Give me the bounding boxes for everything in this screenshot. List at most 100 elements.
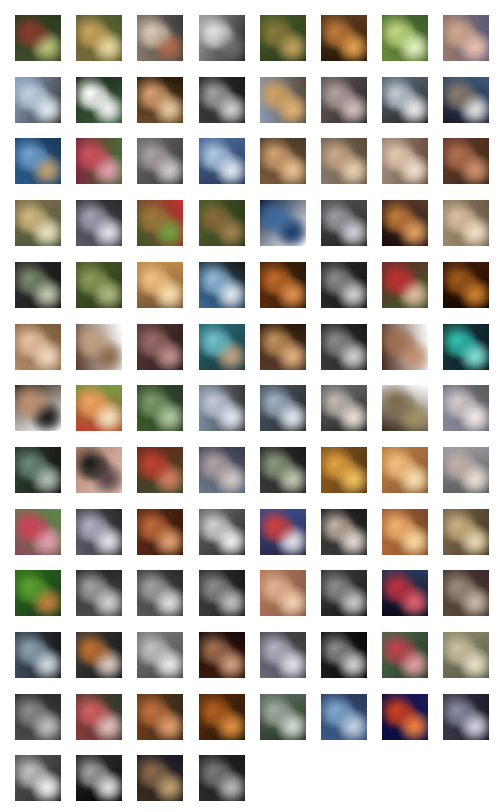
sample-image-tile bbox=[15, 570, 61, 617]
sample-image-tile bbox=[321, 15, 367, 61]
sample-image-tile bbox=[259, 693, 306, 740]
sample-image-tile bbox=[198, 385, 245, 432]
sample-image-tile bbox=[76, 755, 123, 802]
sample-image-tile bbox=[198, 323, 245, 370]
sample-image-tile bbox=[76, 76, 123, 123]
sample-image-tile bbox=[443, 632, 490, 678]
sample-image-tile bbox=[382, 200, 429, 247]
sample-image-tile bbox=[15, 446, 61, 493]
sample-image-tile bbox=[321, 508, 367, 555]
sample-image-tile bbox=[76, 261, 123, 308]
sample-image-tile bbox=[321, 323, 367, 370]
sample-image-tile bbox=[15, 632, 61, 678]
sample-image-tile bbox=[198, 632, 245, 678]
sample-image-tile bbox=[76, 138, 123, 185]
sample-image-tile bbox=[137, 385, 184, 432]
sample-image-tile bbox=[382, 508, 429, 555]
sample-image-tile bbox=[321, 138, 367, 185]
sample-image-tile bbox=[382, 693, 429, 740]
sample-image-tile bbox=[259, 261, 306, 308]
sample-image-tile bbox=[443, 508, 490, 555]
sample-image-tile bbox=[76, 632, 123, 678]
sample-image-tile bbox=[15, 385, 61, 432]
sample-image-tile bbox=[382, 385, 429, 432]
sample-image-tile bbox=[443, 15, 490, 61]
sample-image-tile bbox=[443, 76, 490, 123]
sample-image-tile bbox=[382, 261, 429, 308]
sample-image-tile bbox=[15, 323, 61, 370]
sample-image-tile bbox=[259, 138, 306, 185]
sample-image-tile bbox=[137, 323, 184, 370]
sample-image-tile bbox=[198, 693, 245, 740]
sample-image-tile bbox=[15, 15, 61, 61]
sample-image-tile bbox=[137, 755, 184, 802]
sample-image-tile bbox=[15, 261, 61, 308]
sample-image-tile bbox=[382, 632, 429, 678]
sample-image-tile bbox=[443, 200, 490, 247]
sample-image-tile bbox=[76, 15, 123, 61]
sample-image-tile bbox=[382, 446, 429, 493]
sample-image-tile bbox=[259, 632, 306, 678]
sample-image-tile bbox=[443, 570, 490, 617]
sample-image-tile bbox=[259, 446, 306, 493]
sample-image-tile bbox=[15, 508, 61, 555]
sample-image-tile bbox=[198, 755, 245, 802]
sample-image-tile bbox=[259, 385, 306, 432]
sample-image-tile bbox=[259, 200, 306, 247]
sample-image-tile bbox=[321, 385, 367, 432]
sample-image-tile bbox=[76, 385, 123, 432]
sample-image-tile bbox=[443, 138, 490, 185]
sample-image-tile bbox=[198, 446, 245, 493]
sample-image-tile bbox=[259, 508, 306, 555]
sample-image-tile bbox=[382, 76, 429, 123]
sample-image-tile bbox=[198, 261, 245, 308]
sample-image-tile bbox=[443, 446, 490, 493]
sample-image-tile bbox=[382, 323, 429, 370]
sample-image-tile bbox=[15, 138, 61, 185]
sample-image-tile bbox=[321, 693, 367, 740]
sample-image-tile bbox=[321, 76, 367, 123]
sample-image-tile bbox=[259, 323, 306, 370]
sample-image-tile bbox=[321, 261, 367, 308]
sample-image-tile bbox=[198, 138, 245, 185]
sample-image-tile bbox=[15, 693, 61, 740]
sample-image-tile bbox=[137, 632, 184, 678]
sample-image-tile bbox=[76, 508, 123, 555]
sample-image-tile bbox=[382, 15, 429, 61]
sample-image-tile bbox=[443, 693, 490, 740]
sample-image-tile bbox=[382, 138, 429, 185]
sample-image-tile bbox=[259, 76, 306, 123]
sample-image-tile bbox=[443, 385, 490, 432]
sample-image-tile bbox=[76, 200, 123, 247]
sample-image-tile bbox=[137, 693, 184, 740]
sample-image-tile bbox=[259, 570, 306, 617]
sample-image-tile bbox=[15, 755, 61, 802]
sample-image-tile bbox=[198, 76, 245, 123]
sample-image-tile bbox=[198, 508, 245, 555]
sample-image-tile bbox=[321, 570, 367, 617]
sample-image-tile bbox=[137, 570, 184, 617]
sample-image-tile bbox=[137, 508, 184, 555]
sample-image-tile bbox=[76, 570, 123, 617]
sample-image-tile bbox=[321, 632, 367, 678]
sample-image-tile bbox=[198, 15, 245, 61]
sample-image-tile bbox=[443, 323, 490, 370]
sample-image-tile bbox=[15, 76, 61, 123]
sample-image-tile bbox=[321, 446, 367, 493]
sample-image-tile bbox=[198, 200, 245, 247]
sample-image-tile bbox=[137, 15, 184, 61]
sample-image-tile bbox=[76, 323, 123, 370]
sample-image-tile bbox=[15, 200, 61, 247]
sample-image-tile bbox=[76, 446, 123, 493]
sample-image-tile bbox=[137, 138, 184, 185]
sample-image-tile bbox=[443, 261, 490, 308]
sample-image-tile bbox=[137, 446, 184, 493]
sample-image-tile bbox=[76, 693, 123, 740]
sample-image-tile bbox=[259, 15, 306, 61]
sample-image-tile bbox=[137, 76, 184, 123]
sample-image-tile bbox=[137, 200, 184, 247]
sample-image-tile bbox=[198, 570, 245, 617]
sample-image-tile bbox=[321, 200, 367, 247]
sample-image-tile bbox=[137, 261, 184, 308]
